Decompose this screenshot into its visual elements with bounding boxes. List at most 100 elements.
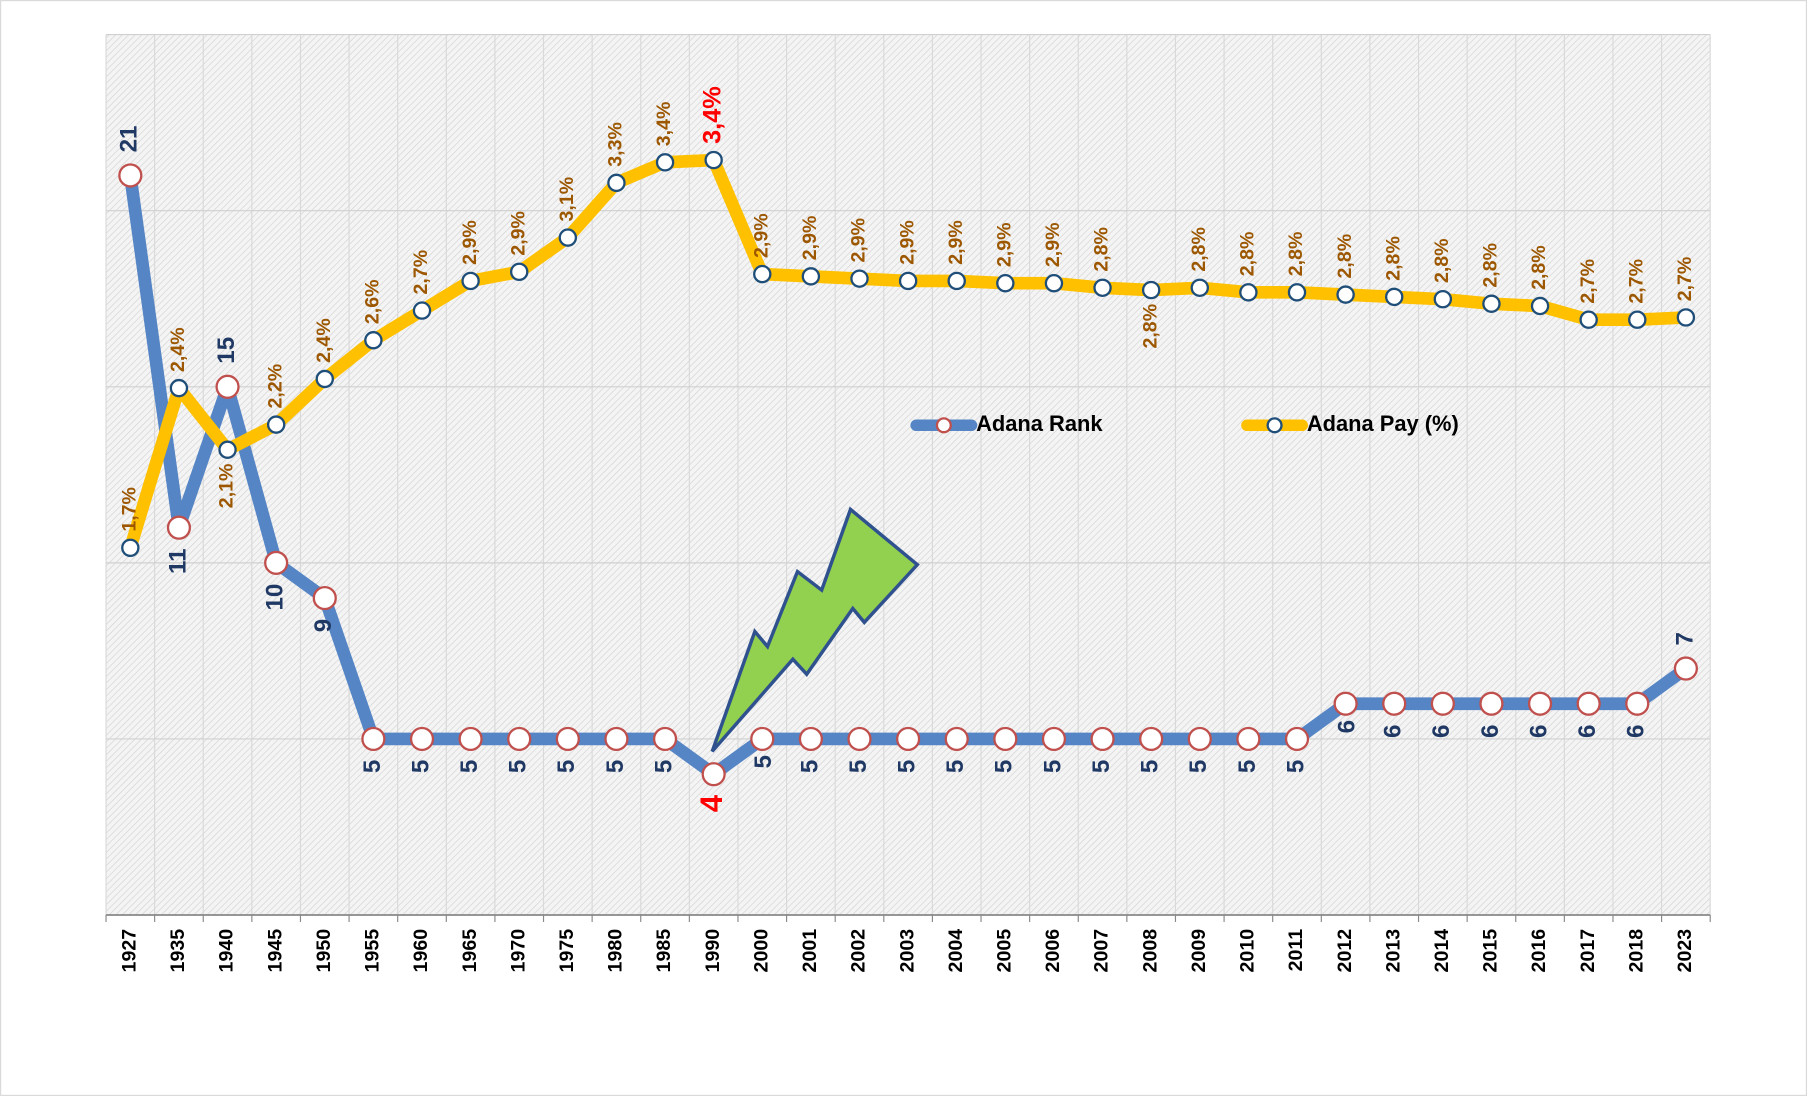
data-point [1527,691,1553,716]
data-point [1385,287,1404,307]
data-point [118,163,143,188]
data-labels: 21 11 15 10 9 5 5 5 5 5 5 5 4 5 5 5 5 5 5 5 5 5 5 5 5 6 6 6 6 6 6 6 7 1,7… [116,86,1699,812]
data-label: 2,8% [1382,236,1404,281]
data-point [944,726,969,752]
data-point [264,550,289,575]
x-tick-label: 1985 [653,929,675,973]
data-point [1239,283,1258,302]
data-point [312,585,337,611]
data-label: 6 [1525,724,1552,737]
x-tick-label: 1945 [264,929,286,973]
x-tick-label: 1980 [605,929,627,973]
data-label: 6 [1333,720,1360,733]
data-point [1433,289,1453,309]
data-point [1090,726,1115,752]
data-label: 2,9% [750,213,772,258]
data-label: 2,8% [1091,227,1113,272]
x-tick-label: 1970 [507,929,529,973]
x-tick-label: 2002 [848,929,870,973]
data-label: 2,8% [1237,232,1259,277]
data-point [1482,294,1501,313]
data-point [509,262,529,282]
data-label: 5 [1088,760,1115,773]
data-point [1530,296,1550,316]
x-tick-label: 2018 [1625,929,1647,973]
data-point [798,726,823,752]
data-point [898,271,918,291]
data-point [704,150,723,170]
data-label: 2,7% [1577,259,1599,304]
data-label: 21 [116,126,143,153]
data-label: 3,4% [698,86,726,144]
data-point [604,726,629,752]
category-grid [105,34,1711,922]
x-tick-label: 2015 [1480,929,1502,973]
data-point [1430,691,1455,716]
data-label: 2,9% [896,220,918,265]
data-point [1676,308,1696,327]
data-point [1141,280,1161,300]
legend: Adana Rank Adana Pay (%) [910,411,1459,436]
legend-label: Adana Pay (%) [1307,411,1459,436]
data-point [1576,691,1601,716]
data-point [1579,310,1598,329]
data-label: 2,9% [507,211,529,256]
data-label: 2,8% [1431,238,1453,283]
data-point [801,267,821,286]
data-point [947,271,966,291]
x-tick-label: 2017 [1577,929,1599,973]
data-label: 2,8% [1480,243,1502,288]
data-label: 5 [602,760,629,773]
data-point [266,415,286,434]
data-point [412,301,432,320]
x-tick-label: 2006 [1042,929,1064,973]
data-point [652,726,678,752]
x-tick-label: 1975 [556,929,578,973]
x-tick-label: 2004 [945,929,967,973]
x-tick-label: 1935 [167,929,189,973]
data-point [896,726,921,752]
x-tick-label: 2000 [750,929,772,973]
data-point [1333,691,1358,716]
data-label: 5 [1039,760,1066,773]
x-tick-label: 2003 [896,929,918,973]
data-label: 5 [894,760,921,773]
data-point [461,271,480,291]
data-label: 7 [1671,632,1698,645]
data-label: 2,6% [362,279,384,324]
data-point [121,538,140,558]
data-point [847,726,872,752]
data-point [555,726,580,752]
x-tick-label: 1990 [702,929,724,973]
data-point [1093,278,1112,298]
data-label: 10 [262,584,289,611]
x-tick-label: 2009 [1188,929,1210,973]
data-label: 5 [456,760,483,773]
data-label: 6 [1574,724,1601,737]
data-label: 15 [213,337,240,364]
data-label: 5 [1234,760,1261,773]
data-point [1044,274,1064,293]
x-tick-label: 1960 [410,929,432,973]
lightning-icon [710,506,920,753]
x-axis: 1927 1935 1940 1945 1950 1955 1960 1965 1970 1975… [119,929,1697,973]
x-tick-label: 1940 [216,929,238,973]
data-point [996,274,1015,293]
data-label: 2,4% [167,327,189,372]
x-tick-label: 2008 [1139,929,1161,973]
data-label: 2,2% [264,364,286,409]
data-point [409,726,435,752]
data-label: 2,7% [1674,257,1696,302]
data-label: 6 [1477,724,1504,737]
data-label: 2,8% [1285,232,1307,277]
legend-marker [935,417,952,434]
data-label: 3,4% [653,102,675,147]
plot-area [106,34,1711,916]
data-label: 2,9% [1042,222,1064,267]
data-point [458,726,483,752]
x-tick-label: 2011 [1285,929,1307,972]
data-point [507,726,532,752]
x-tick-label: 2007 [1091,929,1113,973]
data-label: 2,8% [1139,304,1161,349]
